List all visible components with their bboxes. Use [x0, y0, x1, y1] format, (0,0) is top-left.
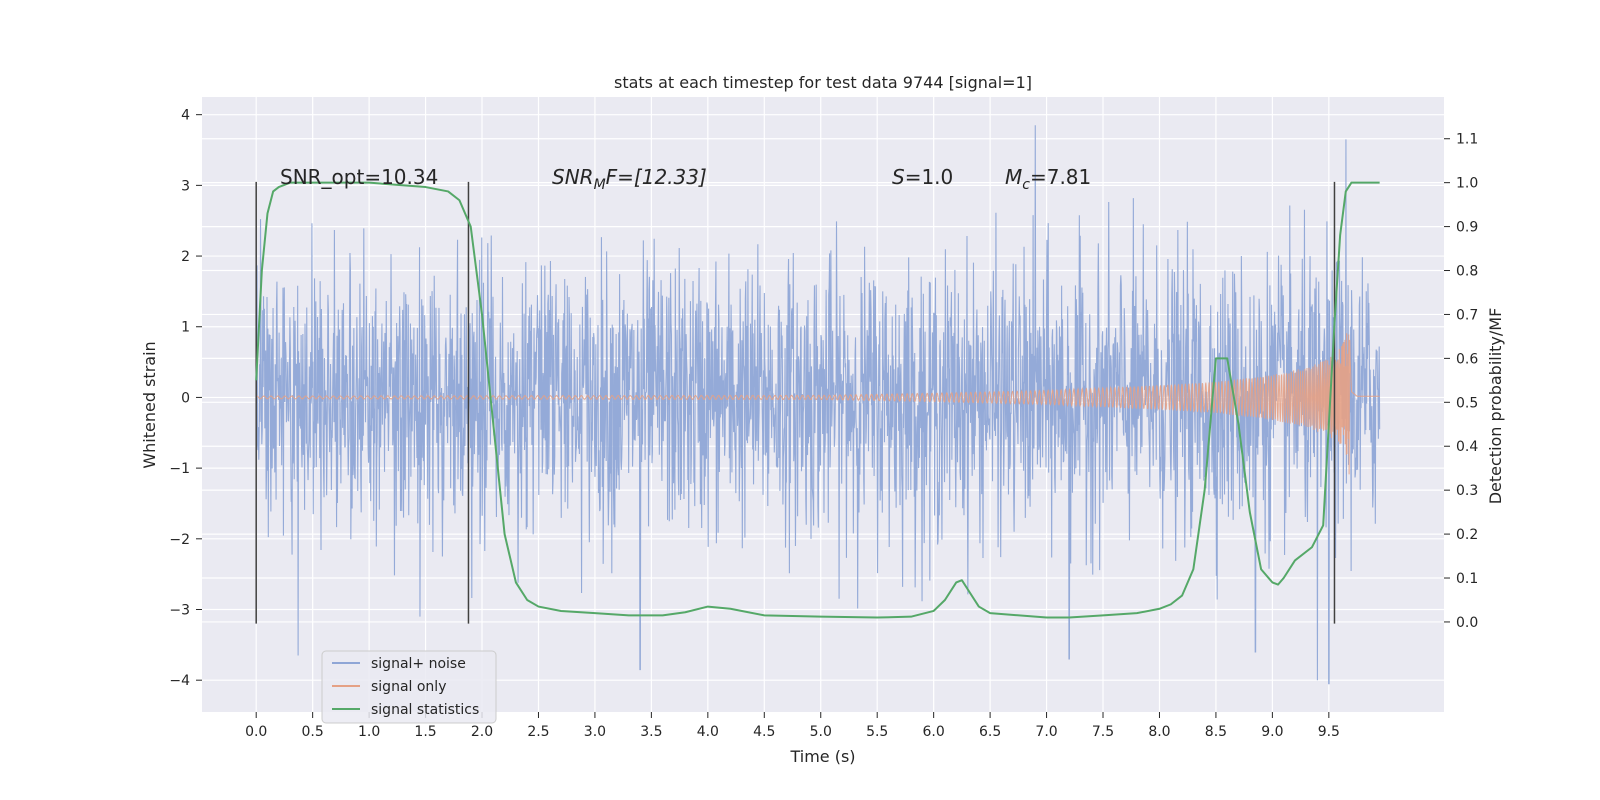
x-axis-label: Time (s): [789, 747, 855, 766]
y2-tick-label: 0.1: [1456, 571, 1478, 587]
x-tick-label: 3.5: [640, 724, 662, 740]
legend-label-noise: signal+ noise: [371, 656, 466, 672]
y-tick-label: 2: [181, 249, 190, 265]
x-tick-label: 0.0: [245, 724, 267, 740]
vertical-markers: [255, 181, 1336, 624]
annotation-mc-sub: c: [1022, 177, 1030, 193]
x-tick-label: 3.0: [584, 724, 606, 740]
x-tick-label: 4.0: [697, 724, 719, 740]
y2-tick-label: 0.8: [1456, 264, 1478, 280]
noise-series: [255, 125, 1381, 685]
x-tick-label: 8.5: [1205, 724, 1227, 740]
legend-box: [321, 650, 497, 724]
x-tick-label: 9.5: [1318, 724, 1340, 740]
chart-title: stats at each timestep for test data 974…: [614, 73, 1032, 92]
y-tick-label: −2: [169, 532, 190, 548]
annotation-s: S=1.0: [892, 165, 953, 189]
x-tick-label: 6.5: [979, 724, 1001, 740]
signal-only-series: [255, 333, 1380, 475]
statistics-line: [255, 181, 1380, 619]
y2-tick-label: 0.9: [1456, 220, 1478, 236]
noise-line: [255, 125, 1381, 685]
legend: signal+ noise signal only signal statist…: [321, 650, 497, 724]
y2-tick-label: 0.7: [1456, 307, 1478, 323]
annotation-snr-mf-rest: F=[12.33]: [606, 165, 707, 189]
ticks: 0.0 0.5 1.0 1.5 2.0 2.5 3.0 3.5 4.0 4.5 5.0 5.5 6.0 6…: [169, 108, 1478, 740]
annotation-mc: Mc=7.81: [1005, 165, 1091, 193]
y2-tick-label: 0.3: [1456, 483, 1478, 499]
signal-line: [255, 333, 1380, 475]
annotation-snr-mf-base: SNR: [552, 165, 594, 189]
x-tick-label: 2.0: [471, 724, 493, 740]
annotation-mc-rest: =7.81: [1030, 165, 1091, 189]
x-tick-label: 0.5: [302, 724, 324, 740]
y-tick-label: −4: [169, 673, 190, 689]
x-tick-label: 1.0: [358, 724, 380, 740]
y2-axis-label: Detection probability/MF: [1486, 308, 1505, 505]
annotations: SNR_opt=10.34 SNRMF=[12.33] S=1.0 Mc=7.8…: [280, 165, 1091, 193]
annotation-s-base: S: [892, 165, 905, 189]
y2-tick-label: 0.2: [1456, 527, 1478, 543]
annotation-mc-base: M: [1005, 165, 1022, 189]
x-tick-label: 6.0: [923, 724, 945, 740]
y-tick-label: 0: [181, 390, 190, 406]
y2-tick-label: 1.0: [1456, 176, 1478, 192]
y-axis-label: Whitened strain: [140, 341, 159, 468]
y2-tick-label: 1.1: [1456, 132, 1478, 148]
x-tick-label: 2.5: [527, 724, 549, 740]
x-tick-label: 1.5: [414, 724, 436, 740]
y-tick-label: 3: [181, 178, 190, 194]
x-tick-label: 9.0: [1261, 724, 1283, 740]
annotation-snr-mf: SNRMF=[12.33]: [552, 165, 707, 193]
y-tick-label: −1: [169, 461, 190, 477]
x-tick-label: 5.0: [810, 724, 832, 740]
y-tick-label: 1: [181, 320, 190, 336]
x-tick-label: 4.5: [753, 724, 775, 740]
x-tick-label: 7.0: [1035, 724, 1057, 740]
y2-tick-label: 0.6: [1456, 351, 1478, 367]
y2-tick-label: 0.0: [1456, 615, 1478, 631]
annotation-snr-mf-sub: M: [594, 177, 606, 193]
x-tick-label: 8.0: [1148, 724, 1170, 740]
annotation-s-rest: =1.0: [905, 165, 954, 189]
y2-tick-label: 0.5: [1456, 395, 1478, 411]
legend-label-stat: signal statistics: [371, 702, 479, 718]
y-tick-label: 4: [181, 108, 190, 124]
legend-label-signal: signal only: [371, 679, 446, 695]
y2-tick-label: 0.4: [1456, 439, 1478, 455]
y-tick-label: −3: [169, 603, 190, 619]
x-tick-label: 7.5: [1092, 724, 1114, 740]
x-tick-label: 5.5: [866, 724, 888, 740]
annotation-snr-opt: SNR_opt=10.34: [280, 165, 438, 189]
signal-statistics-series: [255, 181, 1380, 619]
